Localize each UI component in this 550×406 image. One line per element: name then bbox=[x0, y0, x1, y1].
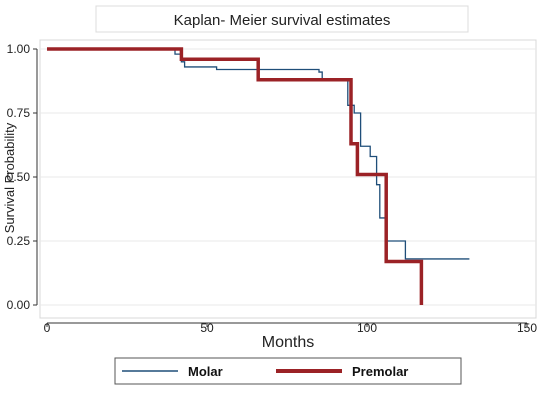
x-tick-label: 150 bbox=[517, 321, 537, 335]
series-premolar-line bbox=[47, 47, 424, 305]
y-tick-label: 0.50 bbox=[7, 170, 31, 184]
legend-label-molar: Molar bbox=[188, 364, 223, 379]
y-tick-label: 0.75 bbox=[7, 106, 31, 120]
x-tick-label: 0 bbox=[44, 321, 51, 335]
x-tick-label: 50 bbox=[200, 321, 214, 335]
x-axis-label: Months bbox=[262, 334, 314, 351]
chart-title: Kaplan- Meier survival estimates bbox=[174, 12, 391, 29]
y-tick-label: 1.00 bbox=[7, 42, 31, 56]
x-tick-label: 100 bbox=[357, 321, 377, 335]
y-tick-label: 0.00 bbox=[7, 298, 31, 312]
y-axis-label: Survival Probability bbox=[2, 122, 17, 233]
y-tick-label: 0.25 bbox=[7, 234, 31, 248]
title-box bbox=[95, 5, 469, 33]
series-layer bbox=[47, 47, 470, 305]
axes: 0.00 0.25 0.50 0.75 1.00 0 50 100 150 bbox=[7, 42, 538, 335]
plot-area bbox=[39, 39, 537, 319]
legend-label-premolar: Premolar bbox=[352, 364, 408, 379]
